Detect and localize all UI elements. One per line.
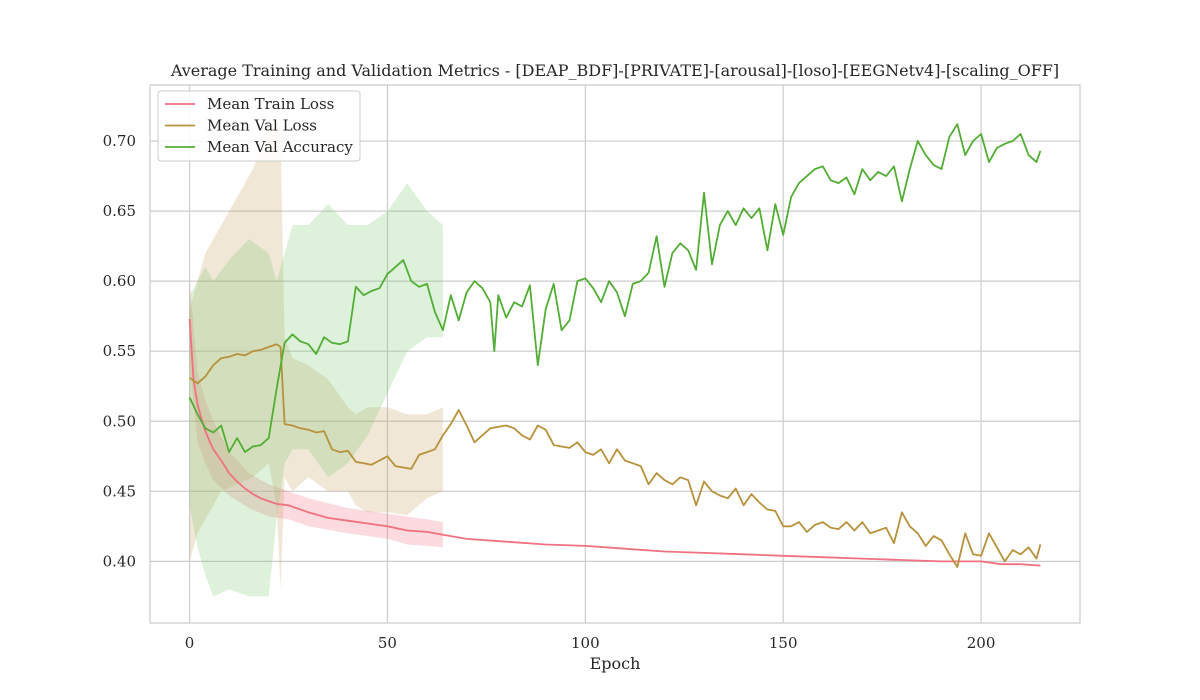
- x-tick-label: 50: [378, 634, 397, 652]
- legend-box: [157, 90, 361, 162]
- y-tick-label: 0.70: [103, 132, 136, 150]
- legend-label: Mean Val Accuracy: [207, 138, 353, 156]
- legend-label: Mean Val Loss: [207, 117, 317, 135]
- x-tick-label: 200: [967, 634, 996, 652]
- series-line: [188, 318, 1041, 567]
- y-tick-label: 0.40: [103, 552, 136, 570]
- legend-label: Mean Train Loss: [207, 95, 334, 113]
- series-line: [188, 123, 1042, 454]
- x-axis-ticks: 0 50 100 150 200: [185, 634, 996, 652]
- x-tick-label: 150: [769, 634, 798, 652]
- x-tick-label: 100: [571, 634, 600, 652]
- legend: Mean Train Loss Mean Val Loss Mean Val Acc…: [157, 90, 361, 162]
- y-tick-label: 0.60: [103, 272, 136, 290]
- y-tick-label: 0.45: [103, 482, 136, 500]
- confidence-band: [189, 281, 443, 548]
- confidence-band: [189, 113, 443, 590]
- y-axis-ticks: 0.40 0.45 0.50 0.55 0.60 0.65 0.70: [103, 132, 136, 570]
- plot-frame: [149, 84, 1081, 624]
- x-tick-label: 0: [185, 634, 195, 652]
- y-tick-label: 0.55: [103, 342, 136, 360]
- series-line: [189, 343, 1042, 568]
- y-tick-label: 0.50: [103, 412, 136, 430]
- series-lines: [188, 123, 1042, 568]
- chart-title: Average Training and Validation Metrics …: [170, 61, 1059, 80]
- x-axis-label: Epoch: [590, 654, 641, 673]
- y-tick-label: 0.65: [103, 202, 136, 220]
